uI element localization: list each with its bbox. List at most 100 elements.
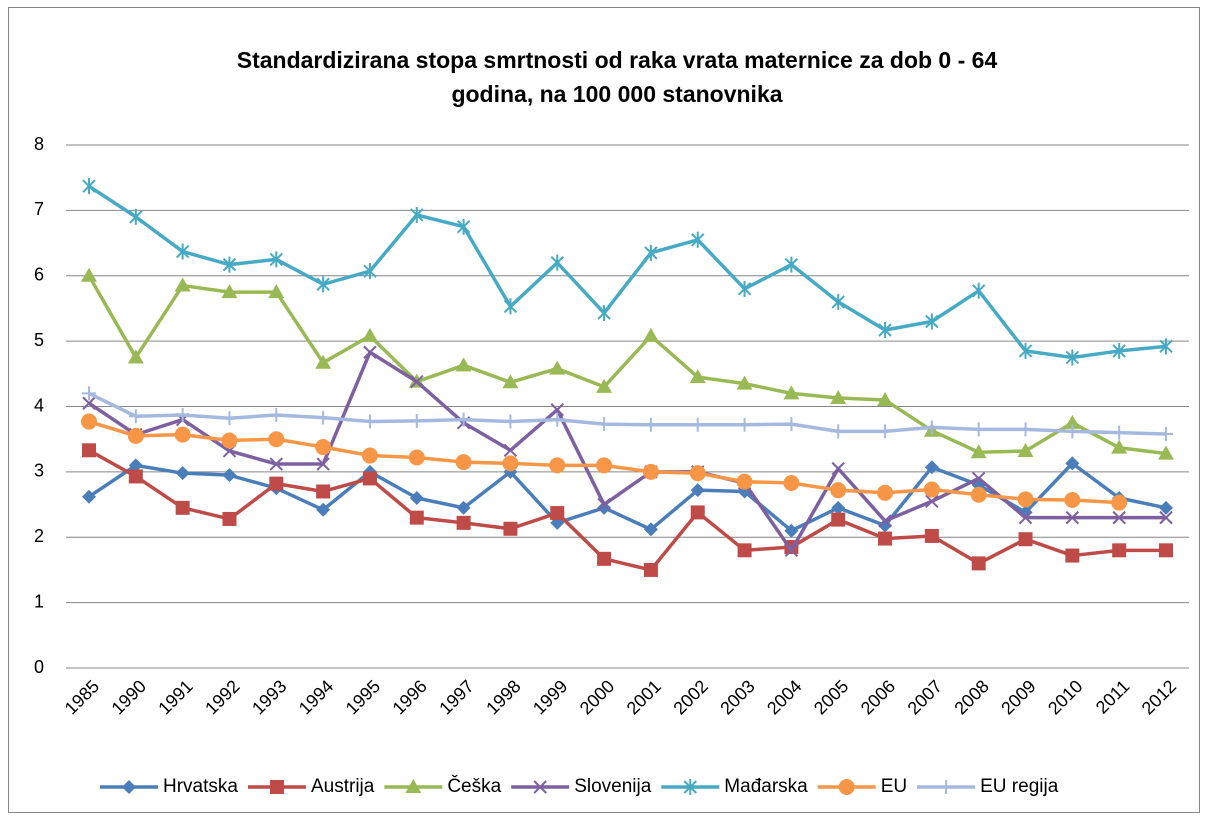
legend-marker: [269, 780, 284, 794]
series-markers: [82, 178, 1173, 366]
marker: [877, 391, 894, 406]
legend-label: Austrija: [311, 776, 375, 797]
marker: [1018, 510, 1033, 525]
legend-marker: [533, 780, 547, 794]
y-tick-label: 3: [34, 461, 44, 481]
legend-marker: [683, 779, 698, 795]
marker: [222, 511, 237, 526]
marker: [81, 267, 97, 282]
legend-label: Mađarska: [724, 776, 808, 797]
marker: [456, 218, 471, 235]
marker: [269, 407, 284, 422]
marker: [643, 562, 658, 577]
marker: [221, 284, 238, 299]
marker: [127, 349, 144, 364]
marker: [82, 178, 96, 195]
marker: [597, 417, 612, 432]
marker: [784, 256, 799, 273]
marker: [128, 458, 143, 473]
marker: [128, 469, 143, 484]
marker: [783, 474, 800, 491]
series-line: [88, 391, 1167, 436]
marker: [362, 471, 377, 486]
marker: [1159, 510, 1173, 525]
y-tick-label: 7: [34, 199, 44, 219]
marker: [550, 254, 564, 271]
marker: [1017, 491, 1034, 508]
marker: [1159, 338, 1173, 355]
marker: [175, 243, 190, 260]
marker: [878, 531, 893, 546]
marker: [268, 431, 285, 448]
marker: [971, 422, 986, 437]
marker: [644, 244, 658, 261]
marker: [1159, 426, 1173, 441]
marker: [878, 518, 893, 533]
marker: [550, 506, 565, 521]
marker: [174, 277, 191, 292]
marker: [455, 454, 472, 471]
marker: [316, 484, 331, 499]
marker: [1111, 439, 1128, 454]
marker: [1017, 442, 1034, 457]
marker: [549, 360, 566, 375]
marker: [503, 414, 518, 429]
series-markers: [82, 386, 1173, 441]
legend-label: Slovenija: [574, 776, 652, 797]
marker: [222, 256, 237, 273]
marker: [175, 500, 190, 515]
marker: [1064, 491, 1081, 508]
marker: [1159, 543, 1173, 558]
marker: [784, 543, 799, 558]
legend-label: EU regija: [980, 776, 1059, 797]
marker: [971, 471, 986, 486]
marker: [1065, 424, 1080, 439]
marker: [315, 439, 332, 456]
legend-label: Češka: [447, 775, 501, 797]
marker: [502, 374, 519, 389]
series-markers: [81, 413, 1128, 511]
marker: [269, 251, 284, 268]
marker: [925, 313, 939, 330]
marker: [550, 403, 564, 417]
marker: [503, 443, 518, 458]
marker: [409, 491, 424, 506]
marker: [1018, 422, 1033, 437]
marker: [643, 522, 658, 537]
marker: [1065, 349, 1080, 366]
marker: [455, 357, 472, 372]
marker: [316, 457, 330, 471]
marker: [784, 417, 799, 432]
y-tick-label: 1: [34, 591, 44, 611]
marker: [642, 463, 659, 480]
marker: [878, 514, 892, 528]
chart-title: godina, na 100 000 stanovnika: [451, 81, 782, 107]
marker: [1112, 543, 1127, 558]
marker: [175, 466, 190, 481]
marker: [689, 465, 706, 482]
marker: [783, 385, 800, 400]
marker: [550, 412, 565, 427]
marker: [1112, 510, 1126, 525]
marker: [502, 455, 519, 472]
marker: [924, 460, 939, 475]
marker: [221, 432, 238, 449]
marker: [597, 305, 611, 322]
marker: [690, 505, 705, 520]
marker: [174, 426, 191, 443]
marker: [316, 410, 331, 425]
marker: [878, 424, 893, 439]
marker: [691, 231, 705, 248]
marker: [410, 206, 424, 223]
marker: [878, 322, 892, 339]
chart-title: Standardizirana stopa smrtnosti od raka …: [237, 47, 998, 73]
marker: [597, 500, 612, 515]
marker: [408, 449, 425, 466]
marker: [596, 457, 613, 474]
marker: [222, 468, 237, 483]
marker: [409, 510, 424, 525]
marker: [690, 417, 705, 432]
marker: [549, 457, 566, 474]
legend-marker: [122, 780, 136, 794]
marker: [924, 420, 939, 435]
